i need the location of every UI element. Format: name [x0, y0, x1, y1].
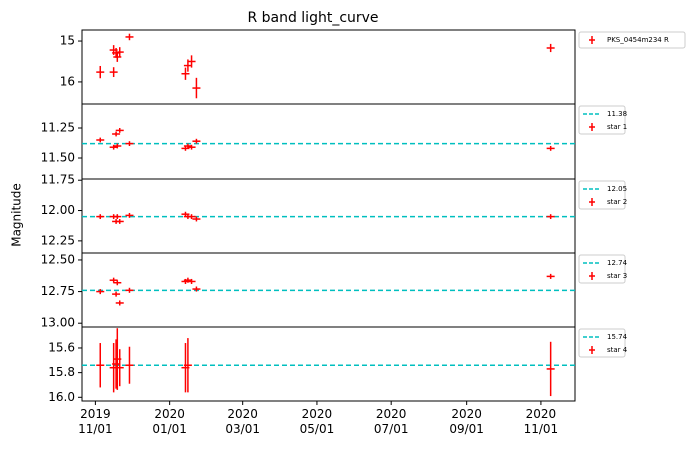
- data-point: [192, 216, 201, 222]
- data-point: [109, 67, 118, 78]
- y-tick-label: 15.8: [48, 365, 75, 379]
- x-tick-label: 2020 05/01: [299, 407, 335, 436]
- data-point: [109, 277, 118, 283]
- data-point: [96, 343, 105, 388]
- data-point: [192, 138, 201, 144]
- data-point: [113, 280, 122, 286]
- y-tick-label: 16: [60, 74, 75, 88]
- x-tick-label: 2020 07/01: [373, 407, 409, 436]
- legend-label: star 4: [607, 346, 628, 354]
- data-point: [192, 286, 201, 292]
- x-tick-label: 2020 09/01: [449, 407, 484, 436]
- panel-frame: [81, 326, 576, 402]
- legend-label: star 2: [607, 198, 627, 206]
- data-point: [546, 273, 555, 279]
- data-point: [112, 339, 121, 389]
- data-point: [187, 55, 196, 68]
- x-tick-label: 2020 01/01: [152, 407, 187, 436]
- legend-ref-label: 12.74: [607, 259, 628, 267]
- y-tick-label: 15.6: [48, 340, 75, 354]
- data-point: [125, 212, 134, 218]
- data-point: [546, 43, 555, 53]
- data-point: [112, 47, 121, 58]
- data-point: [113, 143, 122, 149]
- y-tick-label: 12.75: [41, 284, 75, 298]
- legend-label: star 3: [607, 272, 627, 280]
- data-point: [112, 131, 121, 137]
- data-point: [187, 278, 196, 284]
- data-point: [112, 291, 121, 297]
- data-point: [546, 341, 555, 397]
- data-point: [187, 214, 196, 220]
- y-tick-label: 11.50: [41, 151, 75, 165]
- data-point: [96, 137, 105, 143]
- y-tick-label: 13.00: [41, 316, 75, 330]
- data-point: [96, 65, 105, 79]
- data-point: [125, 33, 134, 41]
- y-tick-label: 12.00: [41, 203, 75, 217]
- legend-label: star 1: [607, 123, 627, 131]
- legend-ref-label: 11.38: [607, 110, 627, 118]
- y-tick-label: 12.50: [41, 252, 75, 266]
- data-point: [113, 214, 122, 220]
- panel-frame: [81, 103, 576, 180]
- y-tick-label: 16.0: [48, 390, 75, 404]
- data-point: [187, 144, 196, 150]
- data-point: [192, 77, 201, 99]
- data-point: [183, 338, 192, 393]
- data-point: [115, 349, 124, 387]
- data-point: [115, 47, 124, 57]
- x-tick-label: 2020 03/01: [225, 407, 260, 436]
- data-point: [115, 300, 124, 306]
- data-point: [546, 214, 555, 220]
- data-point: [125, 346, 134, 384]
- legend-label: PKS_0454m234 R: [607, 36, 669, 44]
- legend-ref-label: 12.05: [607, 185, 627, 193]
- data-point: [115, 128, 124, 133]
- x-tick-label: 2020 11/01: [523, 407, 559, 436]
- data-point: [115, 219, 124, 224]
- panel-frame: [81, 29, 576, 105]
- legend-box: [578, 31, 686, 49]
- data-point: [125, 287, 134, 293]
- data-point: [96, 214, 105, 220]
- chart-title: R band light_curve: [247, 10, 378, 26]
- x-tick-label: 2019 11/01: [78, 407, 113, 436]
- data-point: [125, 141, 134, 146]
- data-point: [181, 67, 190, 80]
- legend-ref-label: 15.74: [607, 333, 628, 341]
- y-tick-label: 11.25: [41, 121, 75, 135]
- data-point: [96, 289, 105, 295]
- y-axis-label: Magnitude: [10, 183, 24, 247]
- y-tick-label: 12.25: [41, 233, 75, 247]
- y-tick-label: 11.75: [41, 173, 75, 187]
- data-point: [546, 146, 555, 151]
- y-tick-label: 15: [60, 34, 75, 48]
